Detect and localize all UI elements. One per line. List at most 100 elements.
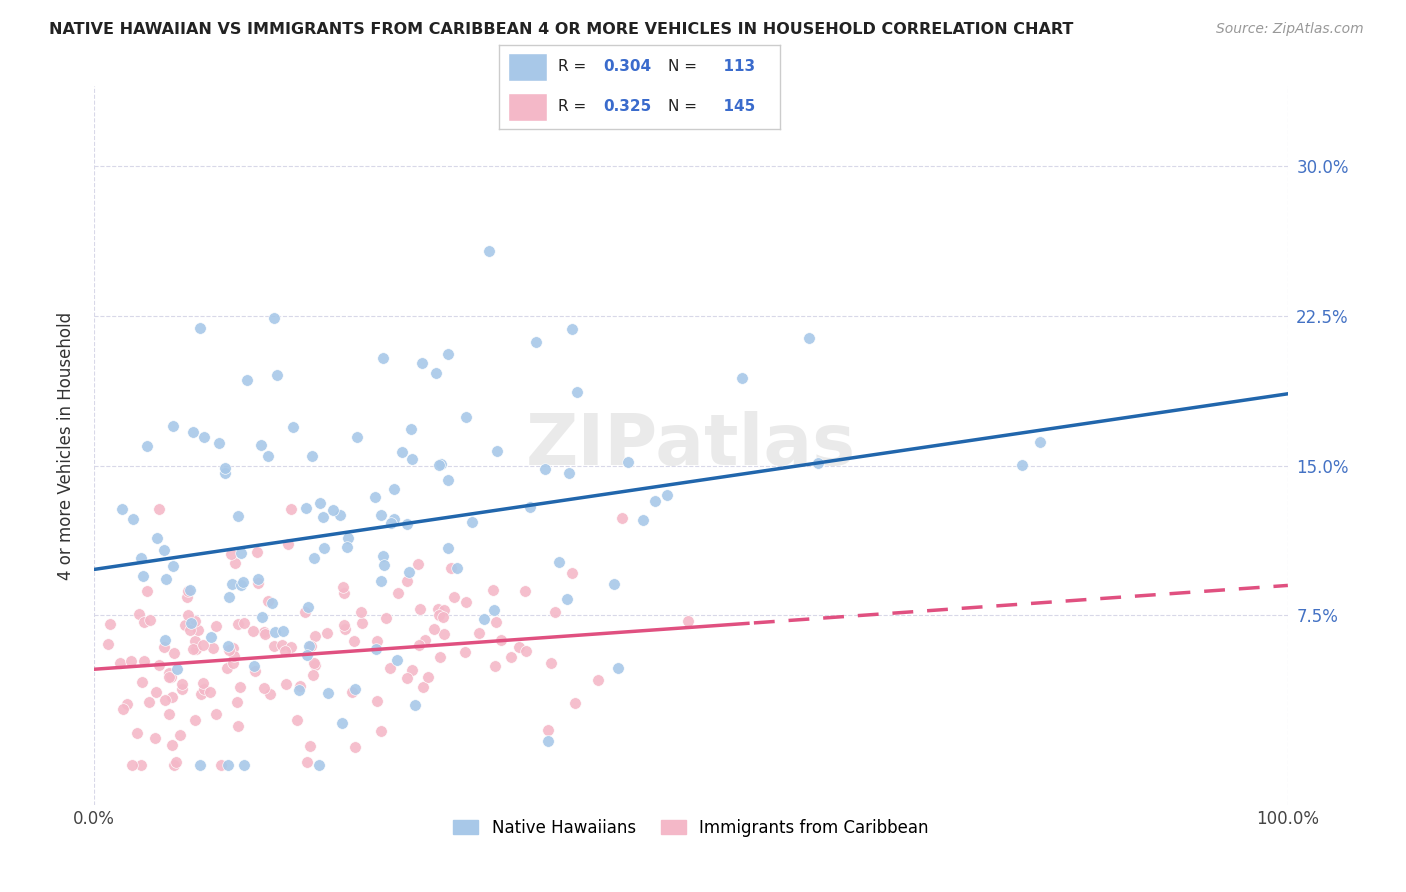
Point bbox=[247, 576, 270, 591]
Point bbox=[316, 626, 339, 640]
Point bbox=[253, 681, 276, 696]
Point bbox=[322, 503, 344, 517]
Point bbox=[610, 511, 633, 525]
Point bbox=[193, 430, 215, 444]
Point bbox=[655, 488, 678, 502]
Text: Source: ZipAtlas.com: Source: ZipAtlas.com bbox=[1216, 22, 1364, 37]
Point bbox=[249, 438, 271, 452]
Point bbox=[160, 738, 183, 752]
Point bbox=[153, 640, 176, 654]
Point bbox=[222, 640, 245, 655]
Point bbox=[396, 671, 419, 685]
Point bbox=[408, 638, 430, 652]
Point bbox=[586, 673, 609, 687]
Point bbox=[380, 516, 402, 530]
Point bbox=[108, 656, 131, 670]
Point bbox=[253, 624, 276, 639]
Point bbox=[243, 659, 266, 673]
Point bbox=[544, 605, 567, 619]
Point bbox=[257, 593, 280, 607]
Point bbox=[513, 583, 536, 598]
Point bbox=[271, 638, 294, 652]
Point bbox=[433, 627, 456, 641]
Point bbox=[132, 654, 155, 668]
Point bbox=[304, 628, 326, 642]
Point bbox=[316, 685, 339, 699]
Point bbox=[176, 590, 198, 604]
Point bbox=[136, 583, 159, 598]
Point bbox=[411, 355, 433, 369]
Point bbox=[264, 625, 287, 640]
Point bbox=[218, 643, 240, 657]
Point bbox=[482, 602, 505, 616]
Point bbox=[364, 491, 387, 505]
Point bbox=[200, 684, 222, 698]
Point bbox=[166, 662, 188, 676]
Text: R =: R = bbox=[558, 59, 592, 74]
Point bbox=[177, 583, 200, 598]
Point bbox=[274, 677, 297, 691]
Point bbox=[561, 566, 583, 580]
Point bbox=[295, 501, 318, 516]
Point bbox=[304, 658, 326, 673]
Point bbox=[193, 681, 215, 696]
Point bbox=[188, 758, 211, 772]
Point bbox=[807, 456, 830, 470]
Point bbox=[548, 555, 571, 569]
Point bbox=[215, 660, 238, 674]
Point bbox=[157, 670, 180, 684]
Point bbox=[228, 617, 250, 632]
Point bbox=[131, 674, 153, 689]
Point bbox=[129, 551, 152, 566]
Point bbox=[297, 599, 319, 614]
Point bbox=[222, 656, 245, 670]
Point bbox=[343, 634, 366, 648]
Point bbox=[157, 707, 180, 722]
Point bbox=[112, 702, 135, 716]
Point bbox=[262, 596, 284, 610]
Point bbox=[294, 606, 316, 620]
Point bbox=[797, 331, 820, 345]
Point bbox=[540, 657, 562, 671]
Point bbox=[607, 661, 630, 675]
Point bbox=[350, 616, 373, 631]
Point bbox=[152, 543, 174, 558]
Point bbox=[558, 466, 581, 480]
Point bbox=[205, 619, 228, 633]
Point bbox=[226, 508, 249, 523]
Point bbox=[121, 758, 143, 772]
Point bbox=[366, 694, 388, 708]
Point bbox=[370, 508, 392, 522]
Point bbox=[454, 645, 477, 659]
Text: 0.304: 0.304 bbox=[603, 59, 651, 74]
Point bbox=[413, 633, 436, 648]
Point bbox=[193, 676, 215, 690]
Point bbox=[460, 515, 482, 529]
Text: R =: R = bbox=[558, 99, 592, 114]
Point bbox=[138, 614, 160, 628]
Point bbox=[169, 728, 191, 742]
Point bbox=[312, 510, 335, 524]
Point bbox=[129, 758, 152, 772]
Point bbox=[172, 677, 194, 691]
Point bbox=[467, 626, 489, 640]
Point bbox=[162, 646, 184, 660]
Point bbox=[501, 650, 523, 665]
Point bbox=[486, 444, 509, 458]
Point bbox=[184, 634, 207, 648]
Text: NATIVE HAWAIIAN VS IMMIGRANTS FROM CARIBBEAN 4 OR MORE VEHICLES IN HOUSEHOLD COR: NATIVE HAWAIIAN VS IMMIGRANTS FROM CARIB… bbox=[49, 22, 1074, 37]
Point bbox=[122, 512, 145, 526]
Point bbox=[233, 758, 256, 772]
Point bbox=[221, 576, 243, 591]
Point bbox=[302, 656, 325, 670]
Point bbox=[332, 580, 354, 594]
FancyBboxPatch shape bbox=[508, 54, 547, 81]
Point bbox=[184, 642, 207, 657]
Point bbox=[98, 617, 121, 632]
Point bbox=[202, 640, 225, 655]
Point bbox=[217, 639, 239, 653]
Point bbox=[427, 607, 450, 622]
Point bbox=[344, 739, 367, 754]
Point bbox=[387, 585, 409, 599]
Point bbox=[257, 450, 280, 464]
